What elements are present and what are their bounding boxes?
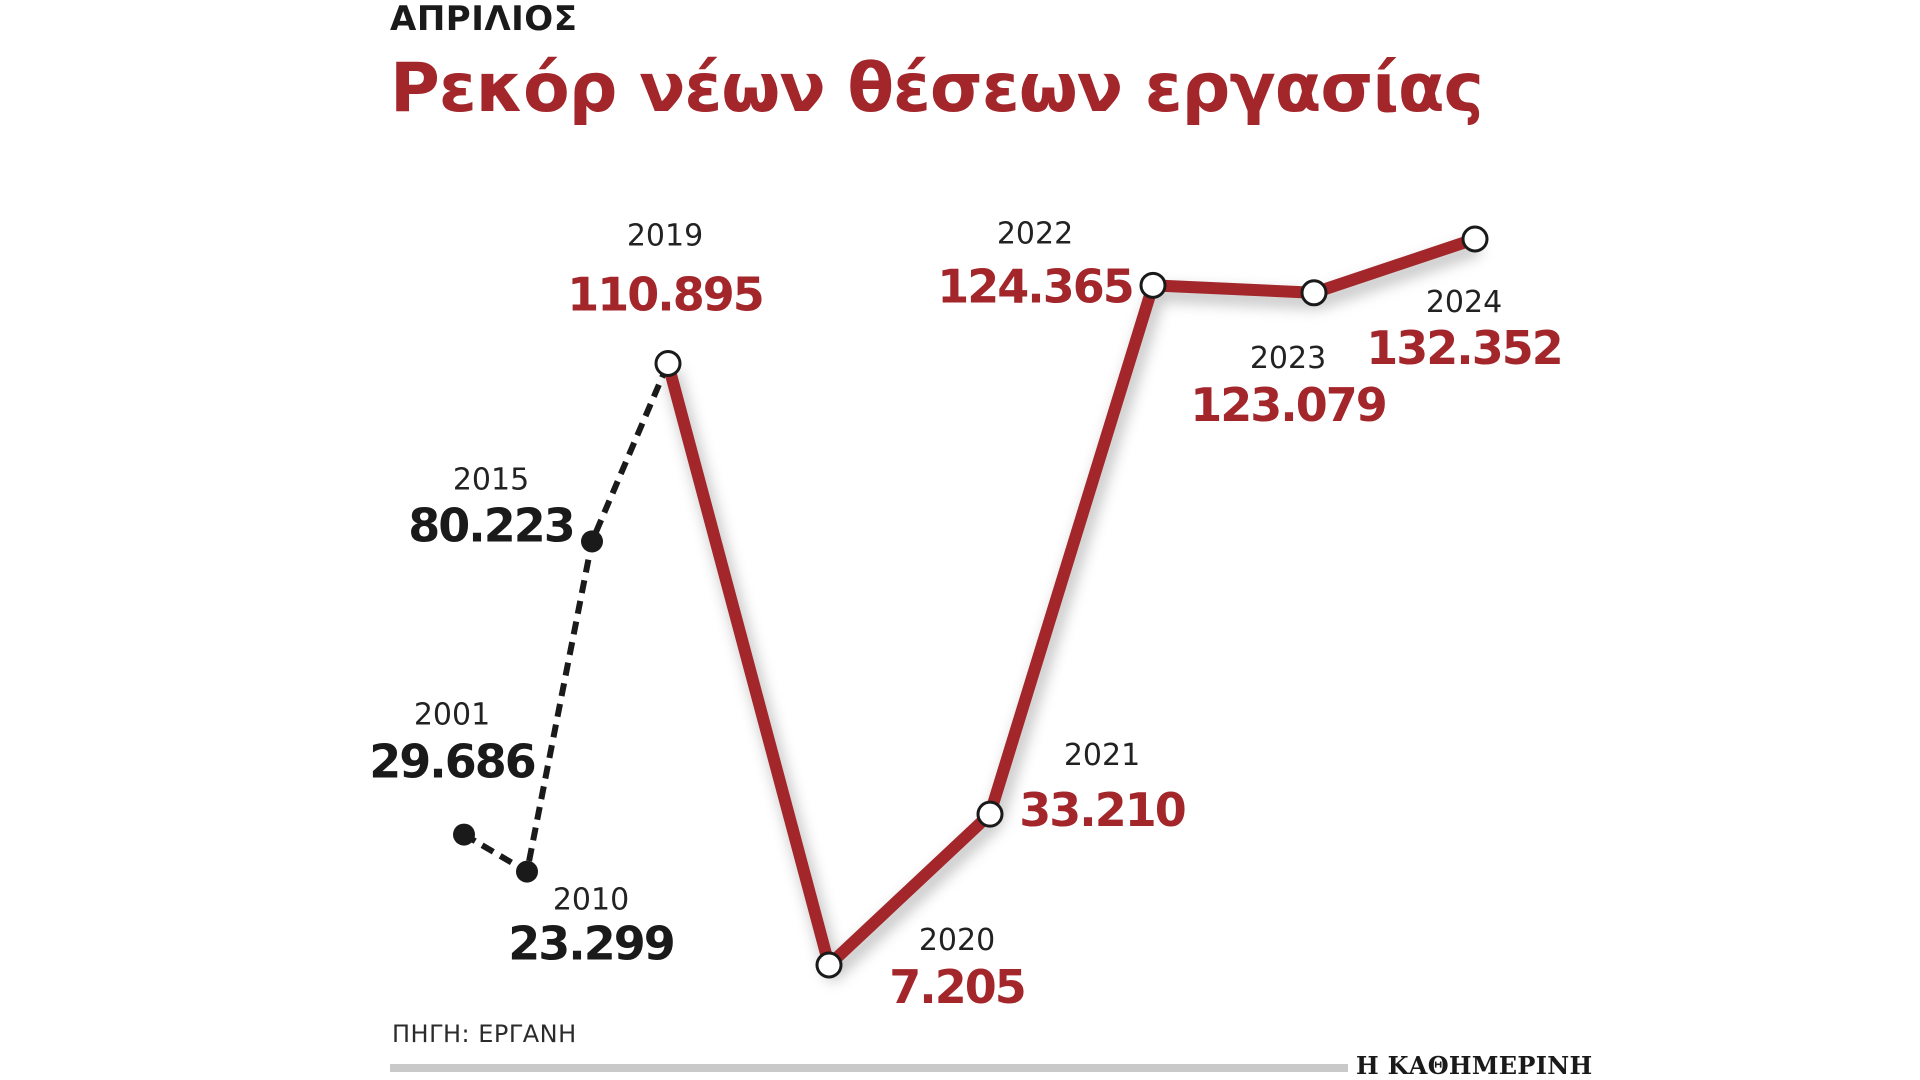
data-point-2022 [1139,271,1167,299]
data-point-2001 [453,823,475,846]
year-label-2022: 2022 [997,216,1073,251]
value-label-2019: 110.895 [567,267,763,321]
year-label-2010: 2010 [553,883,629,918]
data-point-2023 [1300,279,1328,307]
value-label-2024: 132.352 [1366,321,1562,375]
data-point-2020 [815,951,843,979]
value-label-2021: 33.210 [1019,783,1185,837]
value-label-2022: 124.365 [937,259,1133,313]
year-label-2020: 2020 [919,923,995,958]
data-point-2019 [654,349,682,377]
year-label-2021: 2021 [1064,738,1140,773]
chart-kicker: ΑΠΡΙΛΙΟΣ [390,0,578,39]
value-label-2020: 7.205 [889,960,1025,1014]
year-label-2015: 2015 [453,462,529,497]
footer-rule [390,1064,1348,1072]
value-label-2015: 80.223 [408,498,574,552]
chart-title: Ρεκόρ νέων θέσεων εργασίας [390,49,1484,128]
publisher-brand: Η ΚΑΘΗΜΕΡΙΝΗ [1356,1051,1593,1080]
value-label-2010: 23.299 [508,917,674,971]
series-line-early-dashed [462,362,671,875]
year-label-2024: 2024 [1426,285,1502,320]
value-label-2023: 123.079 [1190,378,1386,432]
year-label-2001: 2001 [414,698,490,733]
series-line-recent [662,233,1477,977]
data-point-2015 [581,530,603,553]
source-note: ΠΗΓΗ: ΕΡΓΑΝΗ [392,1020,577,1048]
year-label-2019: 2019 [627,218,703,253]
year-label-2023: 2023 [1250,341,1326,376]
data-point-2024 [1461,225,1489,253]
value-label-2001: 29.686 [369,735,535,789]
data-point-2010 [516,860,538,883]
data-point-2021 [976,800,1004,828]
series-line-shadow [664,239,1482,981]
